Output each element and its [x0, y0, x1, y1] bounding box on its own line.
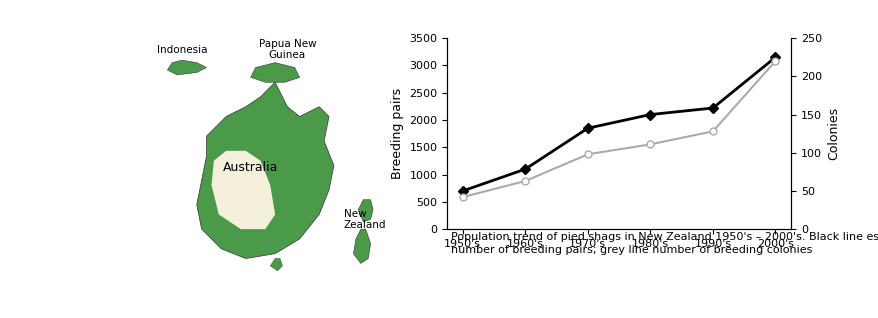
- Polygon shape: [353, 229, 371, 263]
- Text: Population trend of pied shags in New Zealand 1950's – 2000's. Black line estima: Population trend of pied shags in New Ze…: [450, 232, 878, 255]
- Polygon shape: [270, 259, 282, 271]
- Text: Australia: Australia: [223, 162, 278, 175]
- Text: Indonesia: Indonesia: [156, 45, 207, 55]
- Polygon shape: [167, 60, 206, 75]
- Y-axis label: Colonies: Colonies: [826, 107, 839, 160]
- Polygon shape: [197, 82, 334, 259]
- Polygon shape: [250, 63, 299, 82]
- Text: Papua New
Guinea: Papua New Guinea: [258, 38, 316, 60]
- Y-axis label: Breeding pairs: Breeding pairs: [390, 88, 403, 179]
- Polygon shape: [358, 200, 372, 222]
- Polygon shape: [212, 151, 275, 229]
- Text: New
Zealand: New Zealand: [343, 209, 385, 230]
